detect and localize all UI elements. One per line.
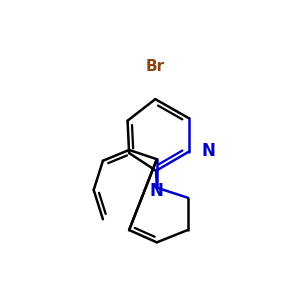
Text: N: N bbox=[150, 182, 164, 200]
Text: Br: Br bbox=[146, 59, 165, 74]
Text: N: N bbox=[202, 142, 215, 160]
